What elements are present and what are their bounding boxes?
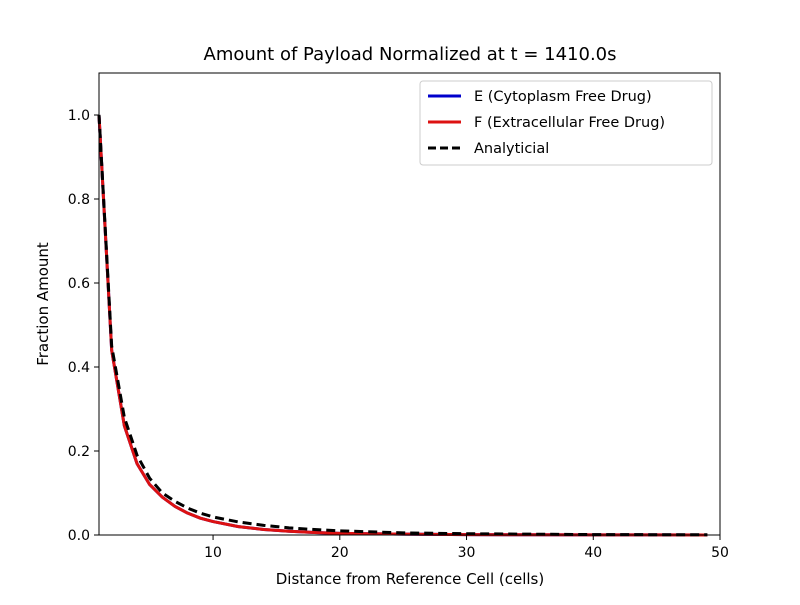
y-tick-label: 0.6 xyxy=(68,276,90,292)
x-tick-label: 50 xyxy=(711,545,729,561)
legend-box xyxy=(419,80,713,166)
y-tick-label: 0.0 xyxy=(68,528,90,544)
x-axis: 10 20 30 40 50 xyxy=(204,535,729,561)
legend-label-analytical: Analyticial xyxy=(474,141,549,157)
x-tick-label: 10 xyxy=(204,545,222,561)
y-tick-label: 0.8 xyxy=(68,192,90,208)
plot-frame xyxy=(98,72,721,536)
series-line-analytical xyxy=(97,114,708,537)
x-axis-label: Distance from Reference Cell (cells) xyxy=(276,570,544,588)
x-tick-label: 30 xyxy=(458,545,476,561)
y-axis: 0.0 0.2 0.4 0.6 0.8 1.0 xyxy=(68,108,99,544)
legend-label-f: F (Extracellular Free Drug) xyxy=(474,115,665,131)
x-tick-label: 40 xyxy=(584,545,602,561)
chart-title: Amount of Payload Normalized at t = 1410… xyxy=(204,44,617,65)
x-tick-label: 20 xyxy=(331,545,349,561)
y-tick-label: 0.4 xyxy=(68,360,90,376)
y-tick-label: 1.0 xyxy=(68,108,90,124)
legend-label-e: E (Cytoplasm Free Drug) xyxy=(474,89,652,105)
y-axis-label: Fraction Amount xyxy=(34,242,52,366)
y-tick-label: 0.2 xyxy=(68,444,90,460)
legend: E (Cytoplasm Free Drug) F (Extracellular… xyxy=(419,80,713,166)
